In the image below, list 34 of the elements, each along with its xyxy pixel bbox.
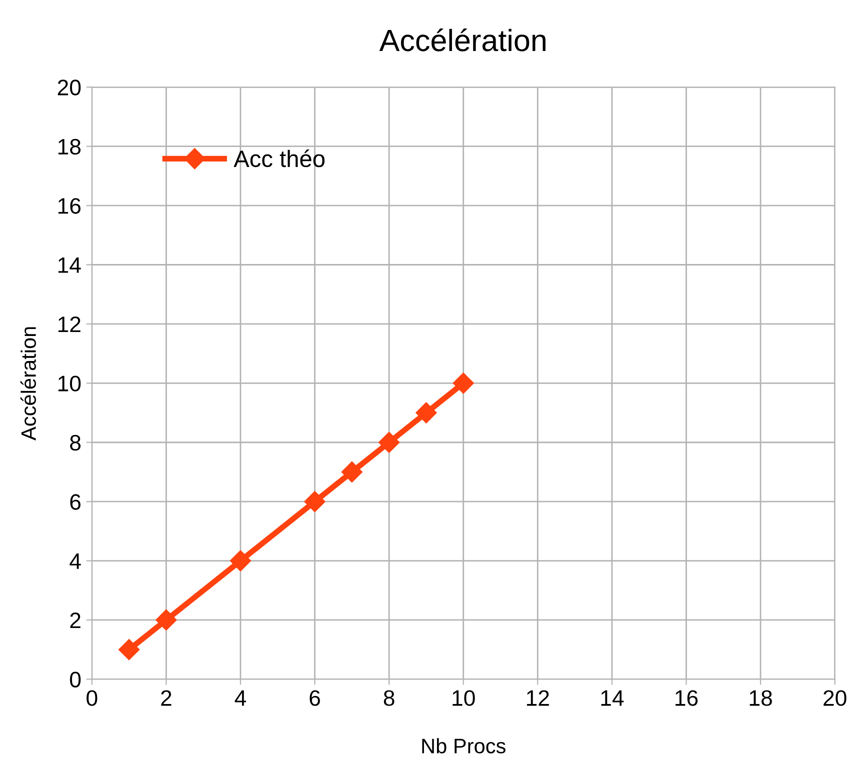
y-tick-label: 2 — [70, 612, 80, 628]
x-tick-label: 18 — [750, 690, 772, 706]
y-tick-label: 10 — [58, 376, 81, 392]
y-tick-label: 18 — [58, 138, 81, 155]
chart-title: Accélération — [379, 28, 546, 52]
point — [230, 550, 252, 572]
y-tick-label: 6 — [70, 494, 81, 510]
x-tick-label: 20 — [824, 690, 846, 706]
y-tick-label: 8 — [70, 434, 81, 451]
x-tick-label: 0 — [86, 690, 98, 706]
y-tick-label: 16 — [58, 198, 81, 214]
point — [118, 639, 140, 660]
point — [416, 402, 437, 424]
point — [452, 372, 474, 394]
point — [378, 432, 400, 453]
point — [341, 461, 362, 482]
y-tick-label: 0 — [70, 672, 81, 688]
point — [304, 491, 326, 512]
x-axis-title: Nb Procs — [422, 738, 506, 754]
y-tick-label: 12 — [58, 316, 80, 332]
x-tick-label: 2 — [161, 690, 172, 706]
x-tick-label: 6 — [310, 690, 320, 706]
point — [156, 609, 177, 631]
x-tick-label: 10 — [452, 690, 475, 706]
y-tick-label: 4 — [70, 554, 81, 569]
y-axis-title: Accélération — [20, 327, 36, 440]
x-tick-label: 4 — [234, 690, 246, 706]
y-tick-label: 20 — [58, 80, 81, 96]
x-tick-label: 8 — [384, 690, 394, 706]
y-tick-label: 14 — [58, 258, 81, 273]
x-tick-label: 16 — [676, 690, 698, 706]
x-tick-label: 14 — [601, 690, 624, 706]
legend-label: Acc théo — [234, 150, 325, 168]
x-tick-label: 12 — [527, 690, 549, 706]
